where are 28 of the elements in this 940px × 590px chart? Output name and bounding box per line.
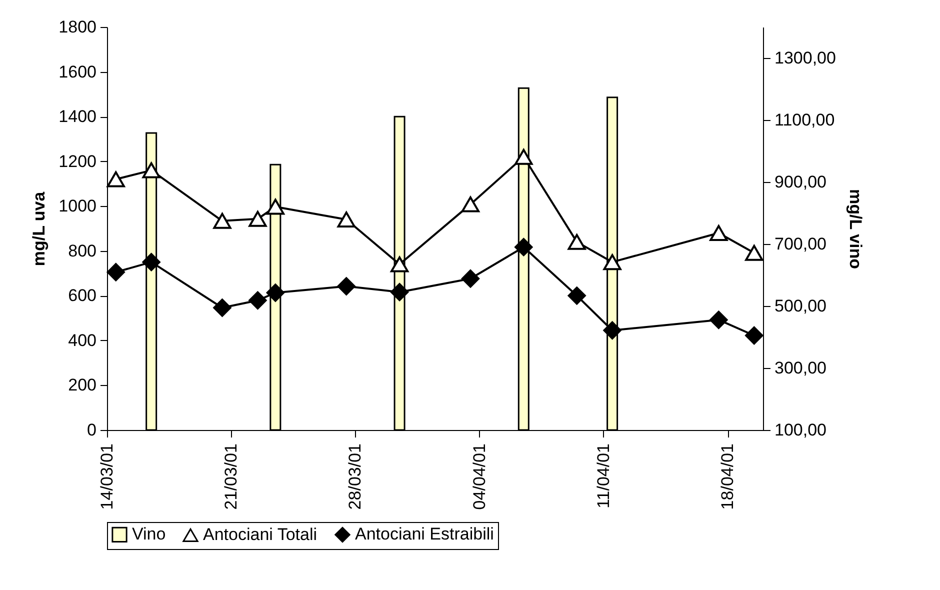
y-tick-label: 1800 [58, 18, 96, 36]
y2-tick-label: 900,00 [774, 172, 826, 192]
y-axis-title: mg/L uva [30, 191, 49, 266]
y-tick-label: 1400 [58, 107, 96, 126]
y-tick-label: 1000 [58, 196, 96, 216]
y-tick-label: 0 [87, 420, 96, 440]
y2-tick-label: 1100,00 [774, 110, 835, 130]
legend-label: Vino [132, 524, 166, 544]
x-tick-label: 04/04/01 [470, 444, 489, 510]
y2-tick-label: 100,00 [774, 420, 826, 440]
x-tick-label: 14/03/01 [98, 444, 116, 510]
y-tick-label: 600 [68, 286, 96, 306]
y-tick-label: 1600 [58, 62, 96, 82]
y-tick-label: 1200 [58, 152, 96, 171]
y2-tick-label: 500,00 [774, 296, 826, 316]
x-tick-label: 11/04/01 [594, 444, 613, 508]
y-tick-label: 200 [68, 376, 96, 395]
y2-tick-label: 300,00 [774, 358, 826, 378]
y-tick-label: 400 [68, 330, 96, 350]
legend-label: Antociani Totali [203, 525, 318, 544]
legend-label: Antociani Estraibili [355, 524, 494, 544]
y2-tick-label: 1300,00 [774, 48, 836, 68]
y2-tick-label: 700,00 [774, 234, 826, 254]
y-tick-label: 800 [68, 241, 96, 260]
x-tick-label: 28/03/01 [346, 444, 365, 510]
y2-axis-title: mg/L vino [846, 189, 865, 269]
x-tick-label: 21/03/01 [222, 444, 241, 510]
x-tick-label: 18/04/01 [718, 444, 738, 510]
